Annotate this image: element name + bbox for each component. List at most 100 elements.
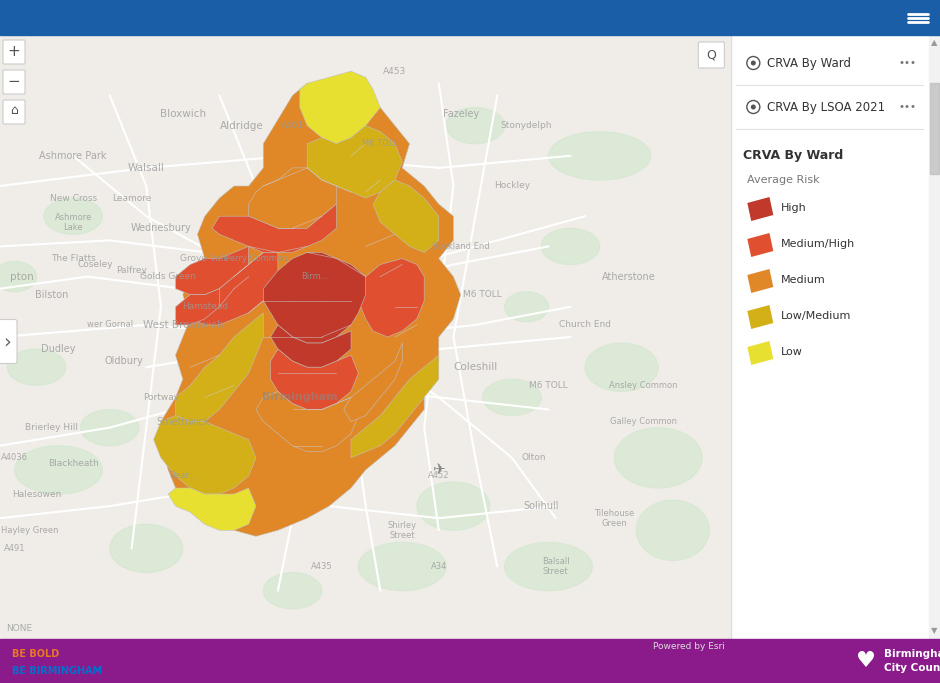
Circle shape [751,104,756,109]
Text: BE BOLD: BE BOLD [12,650,59,659]
Polygon shape [153,415,256,494]
Polygon shape [344,343,402,421]
Text: Powered by Esri: Powered by Esri [653,643,726,652]
Polygon shape [271,349,358,410]
Polygon shape [747,341,774,365]
Text: BE BIRMINGHAM: BE BIRMINGHAM [12,666,102,675]
Text: A452: A452 [428,471,449,480]
Text: Balsall
Street: Balsall Street [542,557,570,576]
Polygon shape [212,204,337,253]
Text: Dudley: Dudley [41,344,76,354]
Text: ▲: ▲ [932,38,938,48]
Ellipse shape [482,379,541,415]
Text: Low: Low [781,347,803,357]
Text: Tilehouse
Green: Tilehouse Green [594,509,635,528]
Text: Coleshill: Coleshill [453,362,497,372]
Ellipse shape [636,500,710,561]
Text: Coseley: Coseley [77,260,113,269]
Text: Stonydelph: Stonydelph [501,121,553,130]
FancyBboxPatch shape [0,320,17,363]
Text: M6 TOLL: M6 TOLL [463,290,502,299]
Polygon shape [747,197,774,221]
Ellipse shape [8,349,66,385]
Text: ▼: ▼ [932,626,938,635]
Ellipse shape [549,132,650,180]
Text: Wednesbury: Wednesbury [131,223,191,234]
Text: M6 TOLL: M6 TOLL [529,381,568,390]
Text: Fazeley: Fazeley [443,109,478,119]
Bar [929,35,940,639]
Bar [0,639,940,683]
Bar [0,35,731,639]
Ellipse shape [615,428,702,488]
Ellipse shape [81,410,139,446]
FancyBboxPatch shape [3,100,25,124]
Text: wer Gornal: wer Gornal [86,320,133,329]
Text: A461: A461 [281,121,305,130]
Text: Q: Q [706,48,716,61]
Polygon shape [176,247,249,295]
Text: M6 TOLL: M6 TOLL [362,139,399,148]
Text: A34: A34 [431,562,447,571]
Ellipse shape [585,343,658,391]
Polygon shape [358,258,424,337]
Text: +: + [8,44,21,59]
Text: Shirley
Street: Shirley Street [387,520,416,540]
Text: Golds Green: Golds Green [140,272,196,281]
Polygon shape [190,253,278,325]
Text: Smethwick: Smethwick [156,417,210,427]
Text: Atherstone: Atherstone [602,272,656,281]
Text: A435: A435 [311,562,333,571]
Text: Galley Common: Galley Common [610,417,677,426]
Text: CRVA By Ward: CRVA By Ward [744,149,843,162]
Polygon shape [161,83,461,536]
Text: Birm...: Birm... [301,272,328,281]
Text: Ansley Common: Ansley Common [609,381,678,390]
Text: ›: › [3,332,11,351]
Text: Hayley Green: Hayley Green [1,526,58,535]
Ellipse shape [110,525,182,572]
Circle shape [751,61,756,66]
Polygon shape [168,488,256,530]
Polygon shape [271,325,351,367]
Text: Ashmore
Lake: Ashmore Lake [55,212,92,232]
Text: New Cross: New Cross [50,193,97,203]
Polygon shape [351,355,439,458]
Text: Church End: Church End [559,320,611,329]
Text: Oldbury: Oldbury [105,356,144,366]
Bar [731,35,940,639]
Ellipse shape [505,542,592,591]
FancyBboxPatch shape [3,40,25,64]
Ellipse shape [44,198,102,234]
Text: Blackheath: Blackheath [48,460,99,469]
Text: Aldridge: Aldridge [219,121,263,130]
Text: Perry Common: Perry Common [225,254,287,263]
Text: NONE: NONE [6,624,32,633]
Text: Average Risk: Average Risk [747,175,820,185]
Ellipse shape [416,482,490,530]
Text: −: − [8,74,21,89]
Text: Bear...: Bear... [169,471,196,480]
Polygon shape [307,126,402,198]
Text: Medium/High: Medium/High [781,239,855,249]
Text: ✈: ✈ [432,462,446,477]
Text: A491: A491 [4,544,25,553]
Text: Buckland End: Buckland End [431,242,490,251]
Text: Palfrey: Palfrey [117,266,147,275]
Text: ♥: ♥ [855,651,876,671]
Text: Olton: Olton [522,454,546,462]
Bar [731,35,940,639]
Ellipse shape [541,228,600,264]
Ellipse shape [446,107,505,143]
Text: CRVA By Ward: CRVA By Ward [767,57,852,70]
Text: West Bromwich: West Bromwich [143,320,223,330]
Ellipse shape [263,572,321,609]
Polygon shape [747,305,774,329]
Text: High: High [781,203,807,213]
Ellipse shape [0,262,37,292]
Text: Halesowen: Halesowen [12,490,61,499]
Text: Hamstead: Hamstead [181,303,227,311]
Text: Hockley: Hockley [494,182,530,191]
Text: Leamore: Leamore [112,193,151,203]
Text: Portway: Portway [143,393,179,402]
